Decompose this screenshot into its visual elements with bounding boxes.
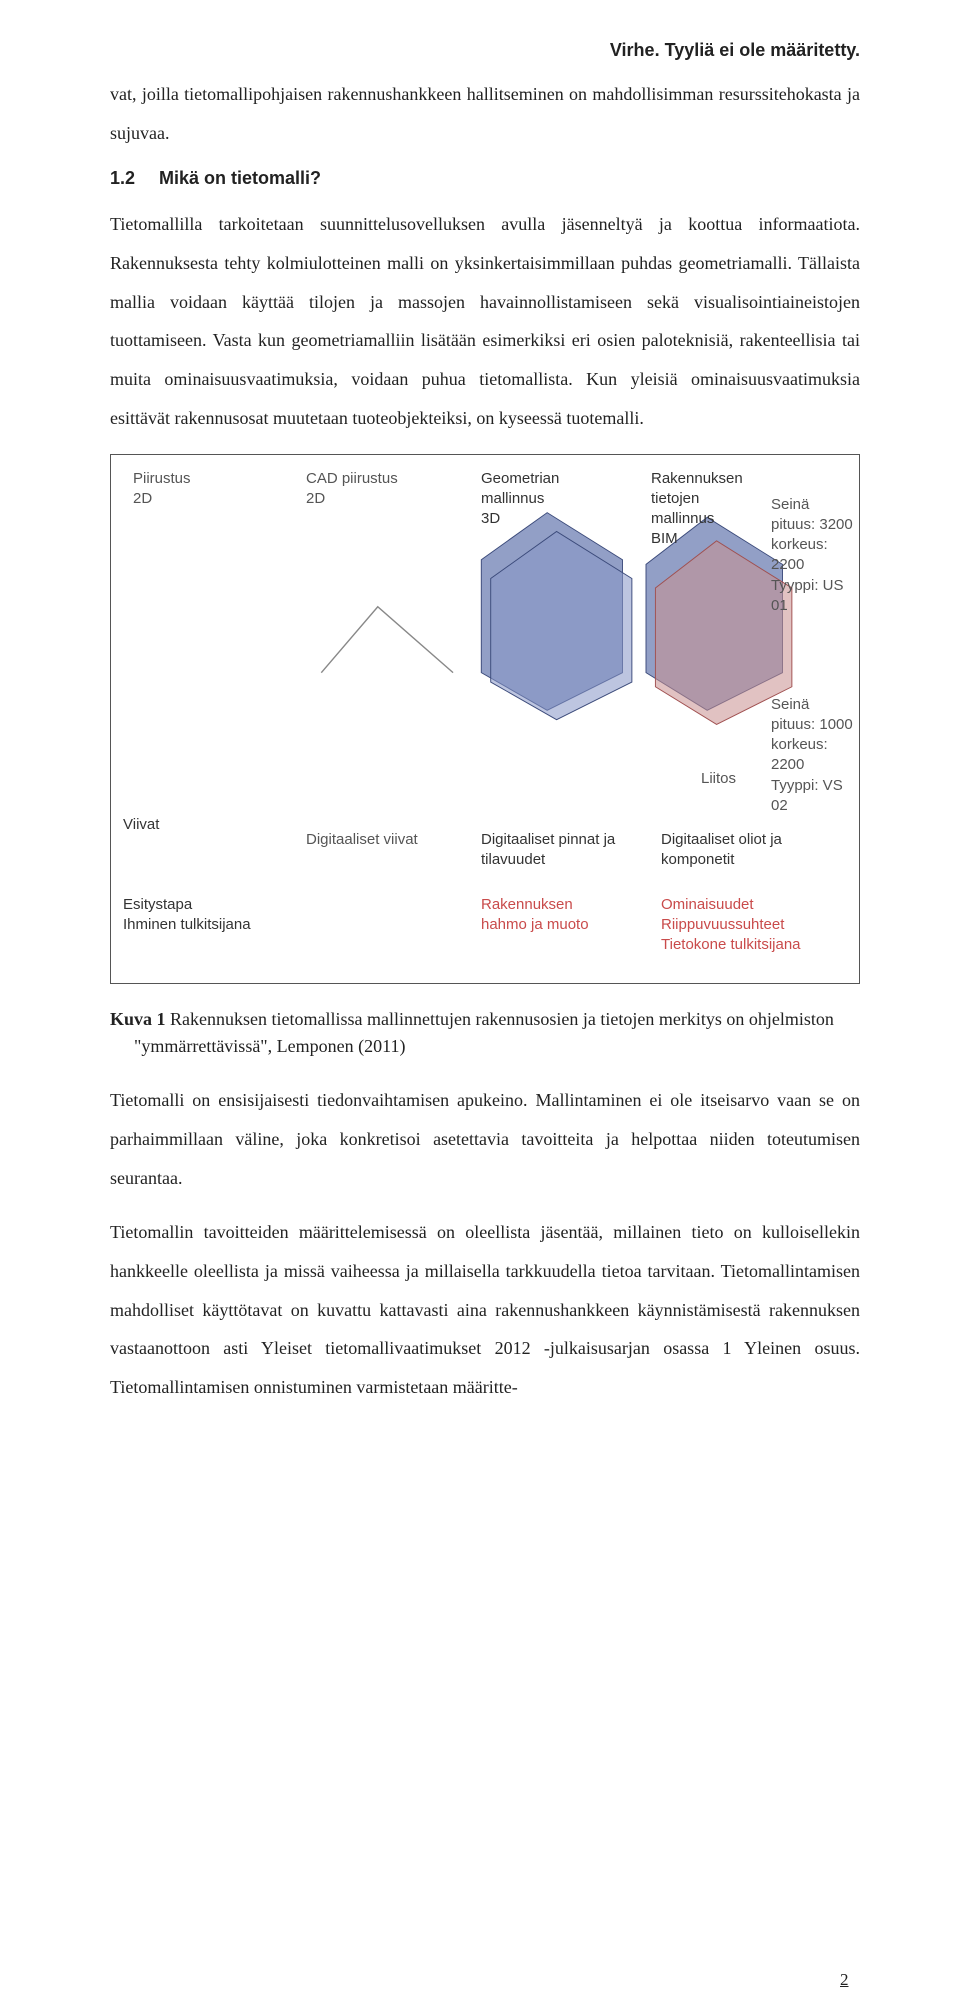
wall1: Seinä pituus: 3200 korkeus: 2200 Tyyppi:…	[771, 495, 859, 617]
quad-0: Piirustus 2D	[133, 469, 191, 510]
row2-col3: Digitaaliset pinnat ja tilavuudet	[481, 830, 631, 871]
header-error: Virhe. Tyyliä ei ole määritetty.	[110, 40, 860, 61]
figure-caption-text: Rakennuksen tietomallissa mallinnettujen…	[134, 1009, 834, 1057]
intro-paragraph: vat, joilla tietomallipohjaisen rakennus…	[110, 75, 860, 152]
section-number: 1.2	[110, 168, 154, 189]
row3-col4: Ominaisuudet Riippuvuussuhteet Tietokone…	[661, 895, 801, 956]
row3-col3: Rakennuksen hahmo ja muoto	[481, 895, 589, 936]
row2-col2: Digitaaliset viivat	[306, 830, 418, 850]
wall2: Seinä pituus: 1000 korkeus: 2200 Tyyppi:…	[771, 695, 859, 817]
section-heading: 1.2 Mikä on tietomalli?	[110, 168, 860, 189]
row3-col1: Esitystapa Ihminen tulkitsijana	[123, 895, 251, 936]
liitos-label: Liitos	[701, 769, 736, 789]
para-after-2: Tietomallin tavoitteiden määrittelemises…	[110, 1213, 860, 1406]
para-after-1: Tietomalli on ensisijaisesti tiedonvaiht…	[110, 1081, 860, 1197]
quad-3: Rakennuksen tietojen mallinnus BIM	[651, 469, 761, 550]
quad-2: Geometrian mallinnus 3D	[481, 469, 591, 530]
row2-col1: Viivat	[123, 815, 159, 835]
main-paragraph: Tietomallilla tarkoitetaan suunnitteluso…	[110, 205, 860, 437]
row2-col4: Digitaaliset oliot ja komponetit	[661, 830, 821, 871]
cad-lines	[321, 606, 453, 672]
figure-1: Piirustus 2D CAD piirustus 2D Geometrian…	[110, 454, 860, 984]
section-title: Mikä on tietomalli?	[159, 168, 321, 188]
page-number: 2	[840, 1970, 849, 1990]
quad-1: CAD piirustus 2D	[306, 469, 398, 510]
figure-label: Kuva 1	[110, 1009, 166, 1029]
figure-caption: Kuva 1 Rakennuksen tietomallissa mallinn…	[110, 1006, 860, 1062]
piirustus-lines	[166, 616, 293, 672]
